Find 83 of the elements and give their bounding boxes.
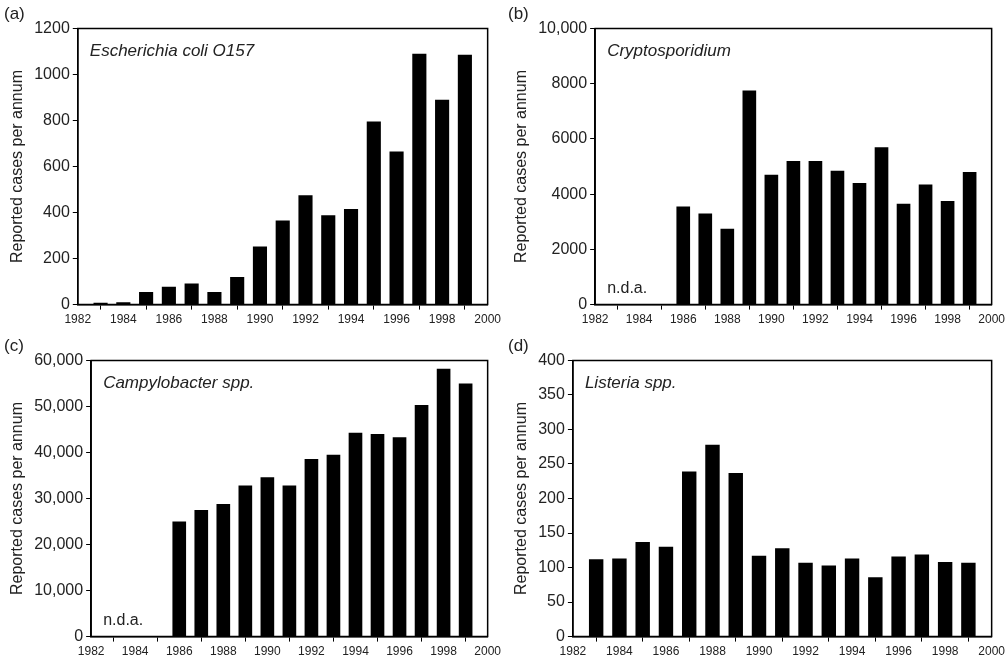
x-tick-label: 1998 [430, 644, 458, 659]
y-tick-label: 10,000 [34, 580, 84, 598]
y-axis-title: Reported cases per annum [8, 70, 26, 263]
x-tick-label: 1992 [802, 312, 830, 327]
x-tick-label: 1984 [109, 312, 137, 327]
y-tick-label: 0 [74, 627, 84, 645]
y-tick-label: 8000 [551, 74, 588, 92]
chart-title: (d) [508, 335, 529, 355]
y-tick-label: 200 [538, 488, 565, 506]
chart-title: (c) [4, 335, 24, 355]
x-tick-label: 1998 [428, 312, 456, 327]
y-tick-label: 250 [538, 454, 565, 472]
x-tick-label: 1982 [581, 312, 609, 327]
y-tick-label: 60,000 [34, 350, 84, 368]
x-tick-label: 2000 [978, 312, 1006, 327]
y-tick-label: 10,000 [538, 18, 588, 36]
y-tick-label: 2000 [551, 239, 588, 257]
y-tick-label: 400 [43, 202, 70, 220]
annotation: n.d.a. [103, 611, 144, 629]
x-tick-label: 1986 [652, 644, 680, 659]
chart-title: (b) [508, 3, 529, 23]
y-tick-label: 800 [43, 110, 70, 128]
x-tick-label: 1986 [165, 644, 193, 659]
x-tick-label: 1996 [383, 312, 411, 327]
y-axis-title: Reported cases per annum [512, 70, 530, 263]
x-tick-label: 1988 [209, 644, 237, 659]
y-tick-label: 150 [538, 523, 565, 541]
x-tick-label: 1996 [386, 644, 414, 659]
x-tick-label: 1994 [337, 312, 365, 327]
y-tick-label: 1000 [34, 64, 70, 82]
x-tick-label: 1986 [669, 312, 697, 327]
x-tick-label: 2000 [474, 644, 502, 659]
x-tick-label: 1998 [931, 644, 959, 659]
annotation: Campylobacter spp. [103, 372, 255, 392]
annotation: Cryptosporidium [607, 40, 731, 60]
x-tick-label: 1982 [64, 312, 92, 327]
y-tick-label: 0 [555, 627, 565, 645]
y-tick-label: 50 [547, 592, 565, 610]
x-tick-label: 1990 [254, 644, 282, 659]
y-tick-label: 0 [60, 295, 70, 313]
x-tick-label: 1990 [758, 312, 786, 327]
x-tick-label: 1988 [201, 312, 229, 327]
x-tick-label: 1984 [606, 644, 634, 659]
x-tick-label: 1994 [838, 644, 866, 659]
x-tick-label: 1990 [745, 644, 773, 659]
y-tick-label: 350 [538, 385, 565, 403]
y-tick-label: 6000 [551, 129, 588, 147]
x-tick-label: 1992 [792, 644, 820, 659]
annotation: Escherichia coli O157 [89, 40, 255, 60]
y-tick-label: 40,000 [34, 442, 84, 460]
y-tick-label: 4000 [551, 184, 588, 202]
annotation: n.d.a. [607, 279, 648, 297]
y-tick-label: 300 [538, 419, 565, 437]
x-tick-label: 1988 [713, 312, 741, 327]
y-tick-label: 0 [578, 295, 588, 313]
y-axis-title: Reported cases per annum [8, 402, 26, 595]
chart-title: (a) [4, 3, 25, 23]
x-tick-label: 1994 [342, 644, 370, 659]
y-tick-label: 30,000 [34, 488, 84, 506]
y-tick-label: 1200 [34, 18, 70, 36]
y-tick-label: 20,000 [34, 534, 84, 552]
x-tick-label: 1998 [934, 312, 962, 327]
y-tick-label: 600 [43, 156, 70, 174]
x-tick-label: 1992 [292, 312, 320, 327]
annotation: Listeria spp. [584, 372, 677, 392]
x-tick-label: 2000 [978, 644, 1006, 659]
x-tick-label: 1988 [699, 644, 727, 659]
x-tick-label: 1984 [121, 644, 149, 659]
y-axis-title: Reported cases per annum [512, 402, 530, 595]
y-tick-label: 400 [538, 350, 565, 368]
x-tick-label: 1996 [890, 312, 918, 327]
x-tick-label: 1982 [559, 644, 587, 659]
x-tick-label: 1986 [155, 312, 183, 327]
y-tick-label: 100 [538, 557, 565, 575]
x-tick-label: 1990 [246, 312, 274, 327]
y-tick-label: 200 [43, 248, 70, 266]
x-tick-label: 1994 [846, 312, 874, 327]
x-tick-label: 1984 [625, 312, 653, 327]
x-tick-label: 1992 [298, 644, 326, 659]
y-tick-label: 50,000 [34, 396, 84, 414]
x-tick-label: 2000 [474, 312, 502, 327]
x-tick-label: 1996 [885, 644, 913, 659]
x-tick-label: 1982 [77, 644, 105, 659]
